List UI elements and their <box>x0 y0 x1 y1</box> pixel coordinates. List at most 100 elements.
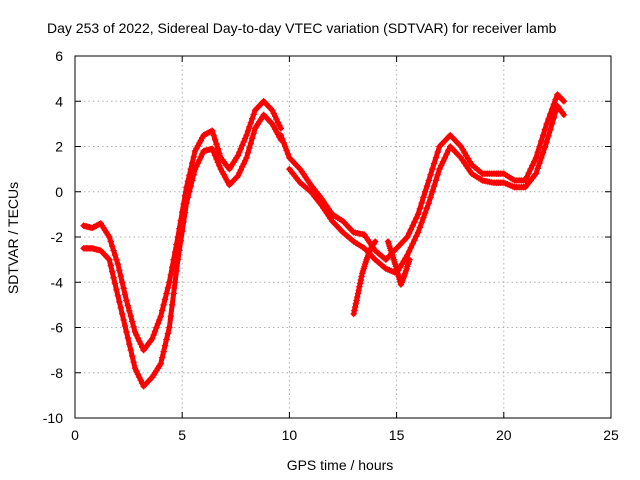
data-point <box>157 360 164 367</box>
data-point <box>140 383 147 390</box>
series-2 <box>80 111 285 390</box>
data-point <box>246 123 253 131</box>
data-point <box>427 171 434 178</box>
data-point <box>421 209 429 217</box>
data-point <box>264 116 272 123</box>
data-point <box>552 96 559 103</box>
data-point <box>356 280 364 287</box>
data-point <box>137 340 144 348</box>
data-point <box>138 343 146 351</box>
data-point <box>141 381 149 389</box>
data-point <box>127 346 134 354</box>
data-point <box>253 105 260 112</box>
data-point <box>116 298 123 306</box>
data-point <box>532 170 540 177</box>
data-point <box>241 135 249 142</box>
data-point <box>126 307 133 315</box>
data-point <box>164 284 172 292</box>
data-point <box>407 226 415 233</box>
data-point <box>405 230 413 237</box>
data-point <box>406 256 413 263</box>
data-point <box>201 131 209 138</box>
data-point <box>160 301 167 309</box>
data-point <box>231 175 239 183</box>
y-tick-label: -6 <box>51 320 64 336</box>
data-point <box>237 145 245 152</box>
data-point <box>273 116 280 123</box>
data-point <box>534 165 541 172</box>
data-point <box>277 125 285 132</box>
data-point <box>103 253 110 260</box>
data-point <box>123 328 130 336</box>
data-point <box>118 310 126 318</box>
data-point <box>161 296 169 303</box>
data-point <box>244 149 252 157</box>
data-point <box>414 211 422 218</box>
data-point <box>525 169 533 177</box>
data-point <box>413 233 420 240</box>
series-4 <box>286 102 568 277</box>
data-point <box>251 107 259 114</box>
data-point <box>351 307 358 314</box>
data-point <box>250 130 257 137</box>
data-point <box>128 318 136 325</box>
data-point <box>443 150 450 158</box>
data-point <box>357 276 365 284</box>
data-point <box>559 110 566 117</box>
data-point <box>174 256 182 263</box>
x-tick-label: 25 <box>603 427 619 443</box>
data-point <box>552 108 559 116</box>
data-point <box>236 148 243 156</box>
data-point <box>134 371 142 378</box>
data-point <box>88 224 96 232</box>
data-point <box>207 128 214 135</box>
data-point <box>168 301 176 309</box>
y-tick-label: 6 <box>55 48 63 64</box>
data-point <box>441 154 449 162</box>
data-point <box>213 141 220 148</box>
axis-ticks <box>74 55 612 419</box>
data-point <box>523 173 531 180</box>
data-point <box>210 131 217 139</box>
data-point <box>266 104 273 111</box>
data-point <box>416 224 424 231</box>
data-point <box>214 145 222 152</box>
data-point <box>538 137 545 145</box>
data-point <box>545 132 552 140</box>
data-point <box>536 143 543 150</box>
data-point <box>213 155 220 163</box>
data-point <box>420 214 427 221</box>
data-point <box>171 279 179 286</box>
data-point <box>114 292 122 300</box>
data-point <box>354 293 361 301</box>
data-point <box>539 131 547 139</box>
data-point <box>93 222 100 229</box>
data-point <box>104 254 112 262</box>
data-point <box>153 324 160 331</box>
data-point <box>547 126 554 134</box>
y-tick-label: 4 <box>55 93 63 109</box>
data-point <box>538 154 545 162</box>
data-point <box>227 180 234 187</box>
data-point <box>184 194 192 201</box>
data-point <box>150 331 157 339</box>
data-point <box>136 337 143 345</box>
data-point <box>167 312 174 320</box>
data-point <box>263 101 270 108</box>
data-point <box>434 148 441 156</box>
data-point <box>124 334 132 342</box>
data-point <box>354 290 362 297</box>
data-point <box>113 256 120 263</box>
data-point <box>264 102 272 109</box>
data-point <box>110 247 117 254</box>
data-point <box>187 182 194 190</box>
data-point <box>545 115 552 123</box>
data-point <box>529 162 536 169</box>
data-point <box>107 262 114 269</box>
y-tick-labels: -10 -8 -6 -4 -2 0 2 4 6 <box>43 48 63 426</box>
data-point <box>163 336 170 343</box>
data-point <box>144 378 152 385</box>
data-point <box>209 145 216 152</box>
data-point <box>243 154 250 162</box>
data-point <box>418 219 425 226</box>
